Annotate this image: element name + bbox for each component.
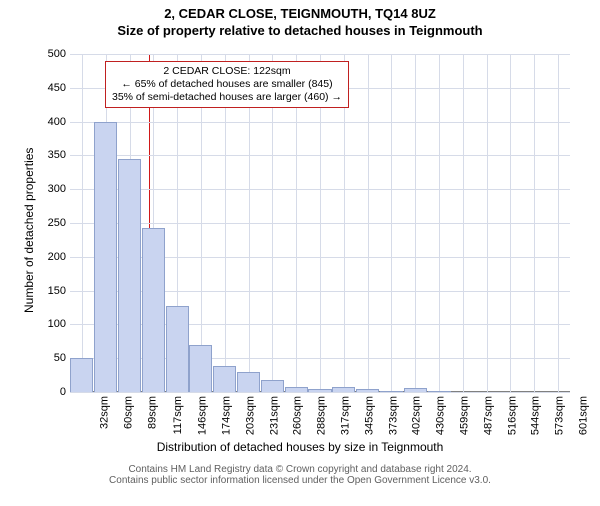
x-tick-label: 345sqm xyxy=(363,396,375,435)
gridline-v xyxy=(415,54,416,392)
y-tick-label: 500 xyxy=(30,48,70,60)
y-tick-label: 0 xyxy=(30,386,70,398)
x-tick-label: 544sqm xyxy=(530,396,542,435)
y-tick-label: 250 xyxy=(30,217,70,229)
histogram-bar xyxy=(308,389,331,392)
y-tick-label: 150 xyxy=(30,285,70,297)
gridline-v xyxy=(439,54,440,392)
footer-line1: Contains HM Land Registry data © Crown c… xyxy=(0,464,600,475)
annotation-line2: ← 65% of detached houses are smaller (84… xyxy=(112,78,342,91)
x-tick-label: 32sqm xyxy=(98,396,110,429)
histogram-bar xyxy=(70,358,93,392)
footer-line2: Contains public sector information licen… xyxy=(0,475,600,486)
gridline-v xyxy=(487,54,488,392)
histogram-bar xyxy=(380,391,403,392)
x-tick-label: 117sqm xyxy=(172,396,184,434)
x-tick-label: 203sqm xyxy=(244,396,256,435)
annotation-line3: 35% of semi-detached houses are larger (… xyxy=(112,91,342,104)
annotation-line1: 2 CEDAR CLOSE: 122sqm xyxy=(112,65,342,78)
x-tick-label: 487sqm xyxy=(482,396,494,435)
x-tick-label: 89sqm xyxy=(146,396,158,429)
histogram-bar xyxy=(261,380,284,392)
x-tick-label: 459sqm xyxy=(459,396,471,435)
y-tick-label: 400 xyxy=(30,116,70,128)
histogram-bar xyxy=(332,387,355,392)
histogram-bar xyxy=(142,228,165,392)
x-tick-label: 573sqm xyxy=(554,396,566,435)
x-tick-label: 601sqm xyxy=(578,396,590,435)
histogram-bar xyxy=(189,345,212,392)
histogram-bar xyxy=(428,391,451,392)
gridline-v xyxy=(82,54,83,392)
x-tick-label: 516sqm xyxy=(506,396,518,435)
histogram-bar xyxy=(166,306,189,392)
gridline-h xyxy=(70,392,570,393)
annotation-callout: 2 CEDAR CLOSE: 122sqm ← 65% of detached … xyxy=(105,61,349,108)
gridline-v xyxy=(391,54,392,392)
y-tick-label: 450 xyxy=(30,82,70,94)
x-tick-label: 402sqm xyxy=(411,396,423,435)
gridline-v xyxy=(463,54,464,392)
gridline-v xyxy=(510,54,511,392)
attribution-footer: Contains HM Land Registry data © Crown c… xyxy=(0,464,600,486)
y-tick-label: 50 xyxy=(30,352,70,364)
x-tick-label: 373sqm xyxy=(387,396,399,435)
histogram-bar xyxy=(94,122,117,392)
histogram-bar xyxy=(404,388,427,392)
x-axis-label: Distribution of detached houses by size … xyxy=(0,440,600,454)
histogram-bar xyxy=(118,159,141,392)
y-tick-label: 350 xyxy=(30,149,70,161)
gridline-v xyxy=(534,54,535,392)
histogram-bar xyxy=(213,366,236,392)
histogram-bar xyxy=(237,372,260,392)
gridline-v xyxy=(558,54,559,392)
gridline-v xyxy=(368,54,369,392)
y-tick-label: 100 xyxy=(30,318,70,330)
x-tick-label: 317sqm xyxy=(340,396,352,435)
y-axis-label: Number of detached properties xyxy=(22,148,36,313)
x-tick-label: 146sqm xyxy=(197,396,209,435)
histogram-bar xyxy=(356,389,379,392)
x-tick-label: 288sqm xyxy=(316,396,328,435)
x-tick-label: 174sqm xyxy=(221,396,233,435)
y-tick-label: 300 xyxy=(30,183,70,195)
x-tick-label: 231sqm xyxy=(268,396,280,435)
y-tick-label: 200 xyxy=(30,251,70,263)
histogram-bar xyxy=(285,387,308,392)
x-tick-label: 260sqm xyxy=(292,396,304,435)
x-tick-label: 60sqm xyxy=(122,396,134,429)
x-tick-label: 430sqm xyxy=(435,396,447,435)
